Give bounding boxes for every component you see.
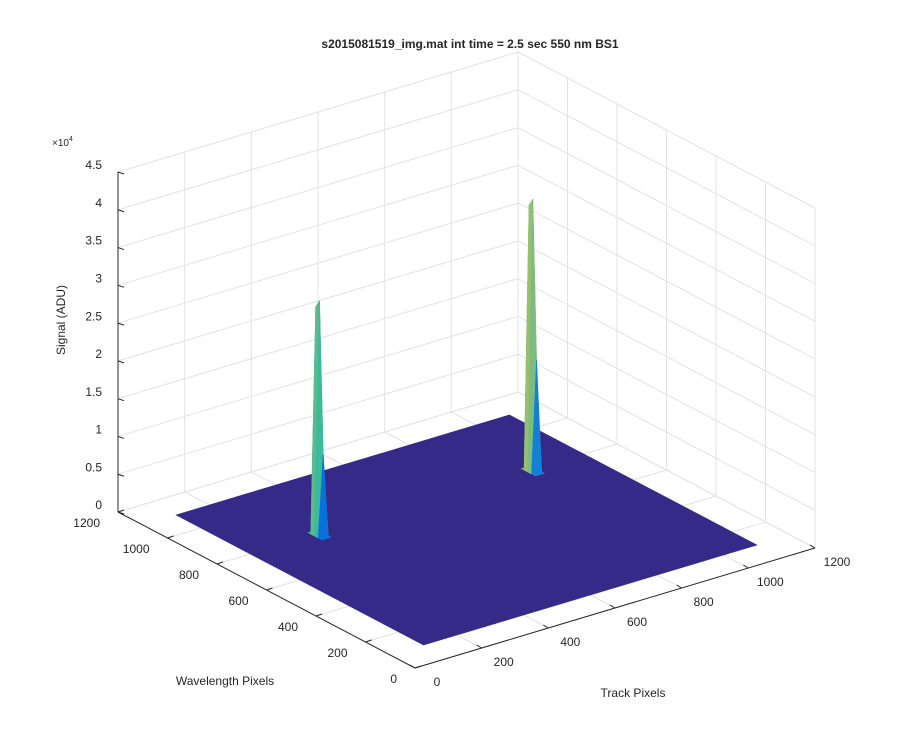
x-tick xyxy=(543,624,549,629)
z-axis-label: Signal (ADU) xyxy=(54,285,68,355)
x-tick-label: 1000 xyxy=(757,575,784,589)
z-tick-label: 3 xyxy=(95,272,102,286)
y-axis-label: Wavelength Pixels xyxy=(176,674,274,688)
z-tick-label: 1.5 xyxy=(85,385,102,399)
y-tick-label: 600 xyxy=(228,594,248,608)
z-tick-label: 3.5 xyxy=(85,234,102,248)
grid-line xyxy=(517,316,816,473)
z-tick-label: 1 xyxy=(95,423,102,437)
grid-line xyxy=(117,202,519,324)
z-tick xyxy=(117,398,125,402)
z-tick xyxy=(117,360,125,364)
z-tick-label: 2 xyxy=(95,347,102,361)
x-tick xyxy=(743,564,749,569)
x-axis-label: Track Pixels xyxy=(601,686,666,700)
z-tick-label: 0 xyxy=(95,498,102,512)
grid-line xyxy=(517,278,816,436)
grid-line xyxy=(117,127,519,249)
z-tick xyxy=(117,247,125,251)
x-tick-label: 800 xyxy=(694,595,714,609)
grid-line xyxy=(517,202,816,360)
x-tick xyxy=(476,644,482,649)
z-multiplier-base: ×10 xyxy=(52,138,69,149)
x-tick xyxy=(809,544,816,549)
z-tick xyxy=(117,322,125,326)
y-tick xyxy=(365,639,372,643)
z-tick-label: 4.5 xyxy=(85,158,102,172)
z-multiplier: ×104 xyxy=(52,136,73,149)
z-tick xyxy=(117,511,125,515)
y-tick-label: 0 xyxy=(390,672,397,686)
z-multiplier-exponent: 4 xyxy=(69,136,73,143)
z-tick-label: 2.5 xyxy=(85,309,102,323)
y-tick xyxy=(315,613,323,617)
grid-line xyxy=(117,51,519,173)
surface-patch xyxy=(259,540,487,646)
x-tick xyxy=(609,604,616,609)
grid-line xyxy=(517,164,816,322)
x-tick-label: 600 xyxy=(627,615,647,629)
y-tick-label: 200 xyxy=(327,646,347,660)
grid-line xyxy=(517,240,816,398)
y-tick-label: 1200 xyxy=(73,516,100,530)
z-tick xyxy=(117,171,125,175)
z-tick xyxy=(117,209,125,213)
y-tick xyxy=(414,665,422,669)
x-tick-label: 1200 xyxy=(824,555,851,569)
grid-line xyxy=(117,164,519,286)
z-tick xyxy=(117,435,125,439)
x-tick xyxy=(676,584,682,589)
z-tick xyxy=(117,473,125,477)
y-tick-label: 400 xyxy=(278,620,298,634)
y-tick xyxy=(117,509,125,513)
grid-line xyxy=(517,127,816,284)
y-tick-label: 800 xyxy=(179,568,199,582)
x-tick-label: 0 xyxy=(434,675,441,689)
grid-line xyxy=(117,89,519,211)
y-tick xyxy=(167,535,174,539)
z-tick-label: 0.5 xyxy=(85,460,102,474)
y-tick xyxy=(266,587,273,591)
grid-line xyxy=(517,391,816,549)
x-tick xyxy=(409,664,416,669)
grid-line xyxy=(117,240,519,362)
z-tick-label: 4 xyxy=(95,196,102,210)
grid-line xyxy=(517,353,816,511)
z-tick xyxy=(117,284,125,288)
grid-line xyxy=(517,51,816,209)
x-tick-label: 400 xyxy=(560,635,580,649)
y-tick xyxy=(216,561,224,565)
y-tick-label: 1000 xyxy=(123,542,150,556)
x-tick-label: 200 xyxy=(494,655,514,669)
chart-title: s2015081519_img.mat int time = 2.5 sec 5… xyxy=(321,37,619,51)
grid-line xyxy=(517,89,816,247)
